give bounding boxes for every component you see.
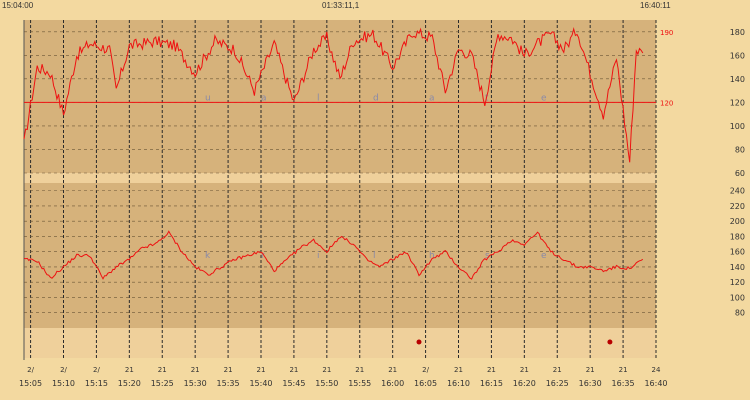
x-tick-time-label: 16:05: [414, 379, 437, 388]
x-tick-day-label: 24: [652, 366, 661, 374]
x-tick-time-label: 15:10: [52, 379, 75, 388]
x-tick-time-label: 15:25: [151, 379, 174, 388]
y-tick-label: 80: [735, 309, 745, 318]
y-tick-label: 160: [730, 248, 745, 257]
x-tick-time-label: 16:15: [480, 379, 503, 388]
x-tick-time-label: 15:45: [282, 379, 305, 388]
x-tick-day-label: 21: [257, 366, 266, 374]
y-tick-label: 200: [730, 217, 745, 226]
x-tick-day-label: 21: [553, 366, 562, 374]
x-tick-day-label: 21: [454, 366, 463, 374]
axis-labels: 180 160 140 120 100 80 60 240 220 200 180 160 140 120…: [19, 28, 745, 388]
x-tick-day-label: 21: [619, 366, 628, 374]
bottom-series-line: [23, 230, 644, 280]
bottom-plot-area: [24, 183, 656, 328]
marker-strip: [24, 328, 656, 358]
y-tick-label: 180: [730, 28, 745, 37]
x-tick-time-label: 16:40: [644, 379, 667, 388]
watermark-letter: a: [261, 93, 267, 103]
x-tick-time-label: 15:30: [184, 379, 207, 388]
event-marker: [607, 339, 613, 345]
y-tick-label: 140: [730, 263, 745, 272]
watermark-letter: k: [205, 251, 211, 261]
y-tick-label: 80: [735, 145, 745, 154]
x-tick-time-label: 15:20: [118, 379, 141, 388]
watermark-letter: u: [205, 93, 211, 103]
x-tick-time-label: 15:05: [19, 379, 42, 388]
x-tick-time-label: 16:30: [579, 379, 602, 388]
x-tick-time-label: 15:35: [217, 379, 240, 388]
x-tick-day-label: 21: [520, 366, 529, 374]
y-tick-label: 100: [730, 122, 745, 131]
start-time-label: 15:04:00: [2, 1, 34, 10]
watermark-letter: r: [261, 251, 265, 261]
x-tick-day-label: 21: [355, 366, 364, 374]
y-tick-label: 60: [735, 169, 745, 178]
x-tick-day-label: 21: [586, 366, 595, 374]
x-tick-day-label: 2/: [27, 366, 34, 374]
x-tick-time-label: 15:55: [348, 379, 371, 388]
watermark-letter: s: [485, 251, 490, 261]
watermark-letter: d: [373, 93, 379, 103]
x-tick-day-label: 2/: [93, 366, 100, 374]
y-tick-label: 120: [730, 98, 745, 107]
x-tick-day-label: 21: [322, 366, 331, 374]
watermark-letter: a: [429, 93, 435, 103]
watermark-letter: l: [373, 251, 376, 261]
x-tick-day-label: 21: [191, 366, 200, 374]
watermark-letter: l: [317, 93, 320, 103]
x-tick-time-label: 16:20: [513, 379, 536, 388]
x-tick-day-label: 21: [388, 366, 397, 374]
watermark-letter: e: [541, 251, 547, 261]
center-time-label: 01:33:11,1: [322, 1, 360, 10]
y-tick-label: 240: [730, 187, 745, 196]
x-tick-day-label: 21: [158, 366, 167, 374]
y-tick-label: 220: [730, 202, 745, 211]
y-tick-label: 160: [730, 51, 745, 60]
watermark-letter: e: [541, 93, 547, 103]
x-tick-day-label: 2/: [60, 366, 67, 374]
watermark-letter: t: [485, 93, 489, 103]
y-tick-label: 100: [730, 293, 745, 302]
end-time-label: 16:40:11: [640, 1, 671, 10]
x-tick-time-label: 15:40: [249, 379, 272, 388]
y-tick-label: 120: [730, 278, 745, 287]
top-limit-label: 190: [660, 29, 673, 37]
series-lines: [23, 27, 656, 345]
x-tick-time-label: 15:50: [315, 379, 338, 388]
x-tick-day-label: 21: [224, 366, 233, 374]
top-series-line: [23, 27, 644, 163]
x-tick-time-label: 16:35: [612, 379, 635, 388]
watermark-letter: i: [317, 251, 320, 261]
x-tick-day-label: 21: [289, 366, 298, 374]
event-marker: [416, 339, 422, 345]
x-tick-day-label: 21: [487, 366, 496, 374]
top-plot-area: [24, 20, 656, 173]
x-tick-day-label: 2/: [422, 366, 429, 374]
threshold-label: 120: [660, 99, 673, 107]
y-tick-label: 140: [730, 75, 745, 84]
x-tick-time-label: 16:00: [381, 379, 404, 388]
plot-backgrounds: [24, 20, 656, 358]
watermark-letters: u a l d a t e k r i l h s e: [205, 93, 547, 261]
x-tick-day-label: 21: [125, 366, 134, 374]
x-tick-time-label: 16:25: [546, 379, 569, 388]
x-tick-time-label: 15:15: [85, 379, 108, 388]
panel-gap: [24, 173, 656, 183]
watermark-letter: h: [429, 251, 435, 261]
x-tick-time-label: 16:10: [447, 379, 470, 388]
y-tick-label: 180: [730, 232, 745, 241]
